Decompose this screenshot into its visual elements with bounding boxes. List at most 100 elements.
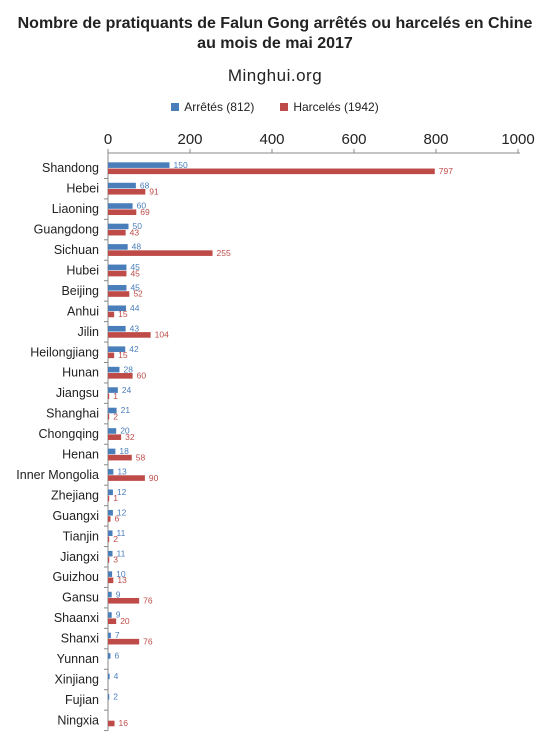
data-label-harceles-tianjin: 2	[113, 534, 118, 544]
category-label-gansu: Gansu	[62, 591, 99, 605]
category-label-xinjiang: Xinjiang	[55, 672, 100, 686]
bar-arretes-shandong	[108, 162, 170, 168]
category-label-jilin: Jilin	[77, 325, 99, 339]
bar-harceles-zhejiang	[108, 495, 110, 502]
bar-harceles-guizhou	[108, 577, 114, 584]
data-label-harceles-guangxi: 6	[114, 514, 119, 524]
data-label-arretes-heilongjiang: 42	[129, 344, 139, 354]
category-label-shandong: Shandong	[42, 161, 99, 175]
bar-harceles-hubei	[108, 270, 127, 277]
bar-harceles-anhui	[108, 311, 115, 318]
category-label-beijing: Beijing	[61, 284, 99, 298]
data-label-arretes-shaanxi: 9	[116, 610, 121, 620]
bar-harceles-jilin	[108, 332, 151, 338]
data-label-arretes-shandong: 150	[174, 160, 188, 170]
data-label-arretes-guangxi: 12	[117, 507, 127, 517]
x-tick-label: 400	[259, 131, 284, 148]
data-label-harceles-hunan: 60	[137, 371, 147, 381]
bar-arretes-beijing	[108, 285, 127, 291]
data-label-arretes-shanxi: 7	[115, 630, 120, 640]
data-label-arretes-guizhou: 10	[116, 569, 126, 579]
bar-harceles-henan	[108, 454, 132, 461]
category-label-tianjin: Tianjin	[63, 529, 99, 543]
data-label-arretes-sichuan: 48	[132, 242, 142, 252]
chart-legend: Arrêtés (812) Harcelés (1942)	[0, 100, 550, 114]
category-label-shanxi: Shanxi	[61, 632, 99, 646]
data-label-arretes-jiangsu: 24	[122, 385, 132, 395]
chart-title: Nombre de pratiquants de Falun Gong arrê…	[17, 15, 533, 32]
chart-title-line2: au mois de mai 2017	[197, 35, 353, 52]
data-label-harceles-guizhou: 13	[117, 575, 127, 585]
data-label-arretes-chongqing: 20	[120, 426, 130, 436]
legend-label-arretes: Arrêtés (812)	[184, 100, 255, 114]
category-label-anhui: Anhui	[67, 304, 99, 318]
data-label-harceles-jiangsu: 1	[113, 391, 118, 401]
bar-harceles-shanghai	[108, 413, 110, 420]
category-label-guangxi: Guangxi	[52, 509, 99, 523]
x-tick-label: 1000	[501, 131, 534, 148]
bar-arretes-yunnan	[108, 653, 111, 659]
data-label-arretes-beijing: 45	[130, 283, 140, 293]
data-label-harceles-shanghai: 2	[113, 411, 118, 421]
bar-arretes-jilin	[108, 325, 126, 332]
bar-harceles-guangxi	[108, 516, 111, 522]
data-label-harceles-sichuan: 255	[217, 248, 231, 258]
bar-harceles-beijing	[108, 291, 130, 297]
category-label-inner-mongolia: Inner Mongolia	[16, 468, 99, 482]
data-label-arretes-liaoning: 60	[137, 201, 147, 211]
bar-harceles-sichuan	[108, 250, 213, 256]
bar-arretes-shaanxi	[108, 612, 112, 618]
legend-item-arretes: Arrêtés (812)	[171, 100, 254, 114]
bar-arretes-hebei	[108, 182, 136, 189]
bar-arretes-guizhou	[108, 571, 113, 577]
bar-arretes-liaoning	[108, 203, 133, 209]
data-label-harceles-ningxia: 16	[119, 718, 129, 728]
legend-item-harceles: Harcelés (1942)	[280, 100, 379, 114]
data-label-arretes-jilin: 43	[130, 323, 140, 333]
bar-harceles-gansu	[108, 597, 140, 604]
bar-arretes-heilongjiang	[108, 346, 126, 352]
bar-arretes-guangdong	[108, 223, 129, 230]
bar-harceles-ningxia	[108, 720, 115, 727]
data-label-arretes-guangdong: 50	[133, 221, 143, 231]
data-label-harceles-hubei: 45	[130, 268, 140, 278]
data-label-arretes-yunnan: 6	[114, 651, 119, 661]
category-label-sichuan: Sichuan	[54, 243, 99, 257]
bar-arretes-tianjin	[108, 530, 113, 537]
data-label-arretes-hunan: 28	[123, 364, 133, 374]
bar-arretes-inner-mongolia	[108, 469, 114, 475]
data-label-harceles-heilongjiang: 15	[118, 350, 128, 360]
bar-harceles-shaanxi	[108, 618, 117, 625]
data-label-harceles-shandong: 797	[439, 166, 453, 176]
bar-arretes-shanghai	[108, 407, 117, 414]
bar-arretes-fujian	[108, 694, 110, 700]
x-tick-label: 200	[177, 131, 202, 148]
data-label-arretes-anhui: 44	[130, 303, 140, 313]
bar-harceles-heilongjiang	[108, 352, 115, 359]
data-label-harceles-shanxi: 76	[143, 636, 153, 646]
category-label-shanghai: Shanghai	[46, 407, 99, 421]
category-label-henan: Henan	[62, 448, 99, 462]
data-label-arretes-jiangxi: 11	[117, 548, 126, 558]
data-label-harceles-jiangxi: 3	[113, 555, 118, 565]
bar-arretes-jiangxi	[108, 550, 113, 557]
bar-harceles-shanxi	[108, 638, 140, 645]
bar-arretes-hunan	[108, 366, 120, 373]
bar-arretes-hubei	[108, 264, 127, 271]
legend-swatch-harceles	[280, 103, 289, 111]
bar-harceles-guangdong	[108, 229, 126, 236]
category-label-fujian: Fujian	[65, 693, 99, 707]
category-label-shaanxi: Shaanxi	[54, 611, 99, 625]
data-label-harceles-chongqing: 32	[125, 432, 135, 442]
bar-harceles-jiangsu	[108, 393, 110, 400]
legend-swatch-arretes	[171, 103, 180, 111]
category-label-guangdong: Guangdong	[34, 223, 99, 237]
data-label-arretes-henan: 18	[119, 446, 129, 456]
category-label-hebei: Hebei	[66, 182, 99, 196]
data-label-arretes-hebei: 68	[140, 180, 150, 190]
data-label-arretes-xinjiang: 4	[114, 671, 119, 681]
bar-arretes-henan	[108, 448, 116, 455]
data-label-harceles-shaanxi: 20	[120, 616, 130, 626]
data-label-harceles-anhui: 15	[118, 309, 128, 319]
